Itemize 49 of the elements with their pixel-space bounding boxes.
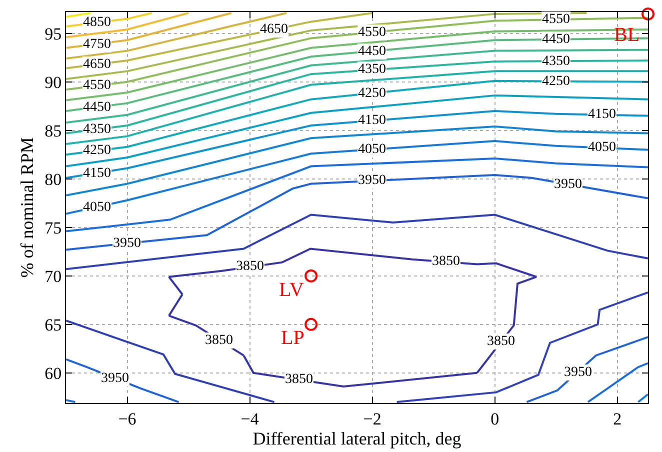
y-tick-label: 75 (44, 218, 62, 238)
annotation: 4250 (542, 74, 570, 89)
annotation: 4050 (358, 142, 386, 157)
x-tick-label: −4 (240, 409, 260, 428)
y-tick-label: 85 (44, 121, 62, 140)
y-tick-label: 95 (44, 24, 62, 44)
annotation: 4450 (358, 44, 386, 59)
annotation: 4150 (358, 113, 386, 128)
annotation: 3950 (101, 371, 129, 386)
annotation: 4350 (542, 54, 570, 69)
annotation: 3850 (487, 334, 515, 349)
annotation: 3850 (285, 372, 313, 387)
x-tick-label: 0 (490, 409, 500, 428)
annotation: LV (279, 279, 304, 301)
annotation: 4350 (358, 62, 386, 77)
annotation: 4350 (83, 122, 111, 137)
annotation: 3950 (564, 365, 592, 380)
annotation: 4550 (358, 25, 386, 40)
x-axis-title: Differential lateral pitch, deg (252, 428, 462, 448)
x-tick-label: −2 (363, 409, 382, 428)
annotation: 4450 (83, 100, 111, 115)
x-tick-label: 2 (613, 409, 622, 428)
y-tick-label: 70 (44, 266, 62, 286)
annotation: 4050 (83, 200, 111, 215)
x-tick-label: −6 (118, 409, 136, 428)
annotation: 3950 (554, 177, 582, 192)
annotation: 4250 (83, 143, 111, 158)
annotation: 3850 (205, 333, 233, 348)
annotation: LP (281, 327, 304, 349)
annotation: 4150 (83, 166, 111, 181)
annotation: 4550 (83, 78, 111, 93)
annotation: 3850 (236, 259, 264, 274)
annotation: 3950 (113, 236, 141, 251)
y-tick-label: 60 (44, 364, 62, 383)
y-axis-title: % of nominal RPM (16, 137, 37, 278)
annotation: 4150 (588, 107, 616, 122)
annotation: 4850 (83, 15, 111, 30)
annotation: 4750 (83, 37, 111, 52)
annotation: 4550 (542, 12, 570, 27)
annotation: 3850 (432, 254, 460, 269)
y-tick-label: 90 (44, 72, 62, 92)
annotation: 4450 (542, 32, 570, 47)
annotation: 4650 (260, 22, 288, 37)
annotation: 4650 (83, 57, 111, 72)
annotation: 4050 (588, 140, 616, 155)
annotation: 4250 (358, 86, 386, 101)
y-tick-label: 65 (44, 315, 62, 334)
annotation: 3950 (358, 173, 386, 188)
y-tick-label: 80 (44, 170, 62, 189)
